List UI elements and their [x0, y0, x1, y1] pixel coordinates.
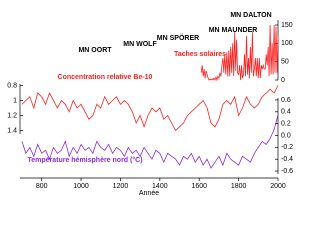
- annotation: MN MAUNDER: [209, 27, 258, 34]
- y-tick-label: 1.2: [7, 112, 17, 119]
- data-line: [200, 24, 279, 82]
- data-line: [21, 85, 279, 132]
- y-tick-label: 0.6: [281, 97, 291, 104]
- y-tick-label: 0.8: [7, 82, 17, 89]
- x-tick-label: 1400: [152, 183, 168, 190]
- y-tick-label: 0: [281, 77, 285, 84]
- y-tick-label: 100: [281, 40, 293, 47]
- x-tick-label: 1200: [113, 183, 129, 190]
- x-tick-label: 1600: [191, 183, 207, 190]
- series-title: Concentration relative Be-10: [58, 74, 153, 81]
- series-title: Température hémisphère nord (°C): [27, 156, 142, 164]
- y-tick-label: 50: [281, 59, 289, 66]
- x-tick-label: 800: [36, 183, 48, 190]
- annotation: MN DALTON: [230, 12, 271, 19]
- y-tick-label: 150: [281, 22, 293, 29]
- y-tick-label: -0.2: [281, 144, 293, 151]
- y-tick-label: 0.2: [281, 120, 291, 127]
- series-title: Taches solaires: [174, 51, 226, 58]
- y-tick-label: -0.4: [281, 156, 293, 163]
- x-tick-label: 1000: [73, 183, 89, 190]
- x-tick-label: 1800: [231, 183, 247, 190]
- annotation: MN SPÖRER: [157, 33, 199, 42]
- y-tick-label: 0.0: [281, 132, 291, 139]
- x-axis-label: Année: [139, 190, 159, 195]
- annotation: MN WOLF: [123, 41, 157, 48]
- annotation: MN OORT: [78, 47, 112, 54]
- y-tick-label: -0.6: [281, 168, 293, 175]
- y-tick-label: 0.4: [281, 109, 291, 116]
- x-tick-label: 2000: [270, 183, 286, 190]
- y-tick-label: 1.4: [7, 127, 17, 134]
- data-line: [21, 114, 279, 169]
- y-tick-label: 1: [13, 97, 17, 104]
